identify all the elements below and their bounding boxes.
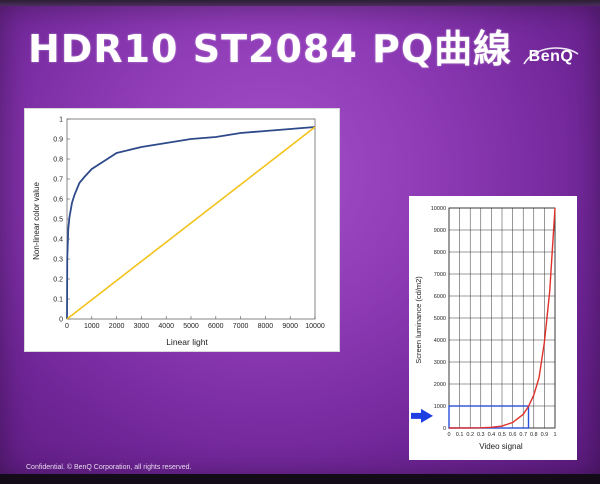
chart1-x-tick-label: 0.8 xyxy=(530,432,538,438)
highlight-arrow-icon xyxy=(411,408,433,423)
chart1-x-tick-label: 0.5 xyxy=(498,432,506,438)
chart0-xlabel: Linear light xyxy=(166,337,208,347)
chart1-y-tick-label: 4000 xyxy=(434,338,446,344)
chart0-y-tick-label: 0.2 xyxy=(53,277,63,284)
chart0-series-line xyxy=(66,126,316,320)
chart0-x-tick-label: 9000 xyxy=(282,323,298,330)
chart1-xlabel: Video signal xyxy=(479,442,523,451)
chart0-x-tick-label: 3000 xyxy=(134,323,150,330)
chart1-x-tick-label: 0.1 xyxy=(456,432,464,438)
chart0-series-line xyxy=(66,126,316,320)
chart1-x-tick-label: 0.7 xyxy=(519,432,527,438)
logo-swoosh xyxy=(523,47,579,65)
chart0-x-tick-label: 5000 xyxy=(183,323,199,330)
chart0-y-tick-label: 0.9 xyxy=(53,137,63,144)
chart1-y-tick-label: 7000 xyxy=(434,272,446,278)
chart0-ylabel: Non-linear color value xyxy=(32,182,41,260)
confidential-footer: Confidential. © BenQ Corporation, all ri… xyxy=(26,464,192,471)
benq-logo: BenQ xyxy=(520,44,582,70)
chart1-y-tick-label: 8000 xyxy=(434,250,446,256)
chart0-y-tick-label: 0.1 xyxy=(53,297,63,304)
pq-encoding-chart: Non-linear color value Linear light 0 100… xyxy=(32,117,325,348)
chart0-x-tick-label: 10000 xyxy=(305,323,325,330)
chart0-plot-frame xyxy=(66,118,316,320)
chart1-y-tick-label: 2000 xyxy=(434,382,446,388)
chart0-y-tick-label: 0.4 xyxy=(53,237,63,244)
chart1-highlight-box xyxy=(448,405,530,429)
chart1-y-tick-label: 6000 xyxy=(434,294,446,300)
chart0-x-tick-label: 6000 xyxy=(208,323,224,330)
chart0-y-tick-label: 0.7 xyxy=(53,177,63,184)
chart1-y-tick-label: 0 xyxy=(443,426,446,432)
chart0-y-tick-label: 0.5 xyxy=(53,217,63,224)
pq-encoding-chart-panel: Non-linear color value Linear light 0 100… xyxy=(24,108,340,352)
chart0-y-tick-label: 0.6 xyxy=(53,197,63,204)
chart1-x-tick-label: 0 xyxy=(447,432,450,438)
chart1-x-tick-label: 0.9 xyxy=(541,432,549,438)
projected-slide: HDR10 ST2084 PQ曲線 BenQ Non-linear color … xyxy=(0,6,600,478)
chart1-y-tick-label: 9000 xyxy=(434,228,446,234)
chart0-x-tick-label: 7000 xyxy=(233,323,249,330)
chart0-y-tick-label: 0.3 xyxy=(53,257,63,264)
chart0-x-tick-label: 0 xyxy=(65,323,69,330)
chart1-y-tick-label: 3000 xyxy=(434,360,446,366)
chart1-x-tick-label: 1 xyxy=(553,432,556,438)
chart0-y-tick-label: 1 xyxy=(59,117,63,124)
slide-title: HDR10 ST2084 PQ曲線 xyxy=(28,27,513,71)
chart0-x-tick-label: 4000 xyxy=(158,323,174,330)
chart1-series-line xyxy=(448,207,556,429)
chart0-x-tick-label: 2000 xyxy=(109,323,125,330)
logo-wordmark: BenQ xyxy=(528,48,574,65)
chart0-y-tick-label: 0 xyxy=(59,317,63,324)
chart1-x-tick-label: 0.6 xyxy=(509,432,517,438)
chart1-ylabel: Screen luminance (cd/m2) xyxy=(414,276,423,364)
chart1-x-tick-label: 0.2 xyxy=(466,432,474,438)
chart0-y-tick-label: 0.8 xyxy=(53,157,63,164)
room-floor-bottom xyxy=(0,474,600,484)
chart1-x-tick-label: 0.3 xyxy=(477,432,485,438)
chart1-y-tick-label: 1000 xyxy=(434,404,446,410)
chart0-x-tick-label: 1000 xyxy=(84,323,100,330)
chart0-x-tick-label: 8000 xyxy=(258,323,274,330)
chart1-y-tick-label: 5000 xyxy=(434,316,446,322)
chart1-y-tick-label: 10000 xyxy=(431,206,446,212)
chart1-x-tick-label: 0.4 xyxy=(488,432,496,438)
